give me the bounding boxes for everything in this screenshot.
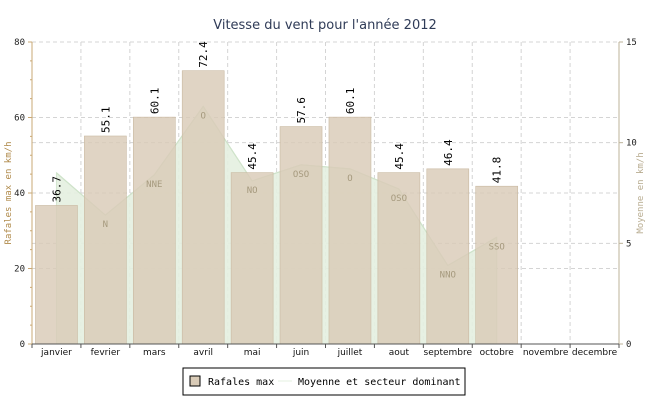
direction-label: NNE	[146, 180, 162, 190]
bars	[35, 70, 519, 345]
bar-octobre	[475, 185, 519, 345]
bar-value-label: 72.4	[197, 41, 210, 68]
data-labels: 36.7 55.1 60.1 72.4 45.4 57.6 60.1 45.4 46.4 41.8…	[50, 41, 504, 281]
y-left-tick-label: 60	[14, 114, 25, 124]
legend-swatch-gusts	[189, 375, 201, 387]
bar-juin	[279, 126, 323, 345]
x-tick-label: aout	[389, 348, 410, 358]
bar-value-label: 41.8	[491, 157, 504, 184]
y-right-tick-label: 5	[626, 239, 631, 249]
x-tick-label: mai	[244, 348, 261, 358]
direction-label: N	[103, 220, 108, 230]
bar-janvier	[35, 205, 78, 345]
bar-value-label: 55.1	[99, 106, 112, 133]
bar-avril	[181, 70, 225, 345]
direction-label: O	[347, 174, 352, 184]
bar-value-label: 36.7	[50, 176, 63, 203]
x-tick-label: avril	[193, 348, 213, 358]
y-left-tick-label: 20	[14, 265, 25, 275]
x-tick-label: janvier	[40, 348, 72, 358]
legend-label-gusts: Rafales max	[208, 377, 274, 388]
y-right-tick-label: 15	[626, 38, 637, 48]
bar-value-label: 46.4	[442, 139, 455, 166]
bar-fevrier	[84, 135, 127, 345]
direction-label: NNO	[440, 270, 456, 280]
direction-label: NO	[247, 186, 258, 196]
y-axis-left-label: Rafales max en km/h	[4, 142, 14, 245]
y-right-tick-label: 0	[626, 340, 631, 350]
axes: 0 20 40 60 80 0 5 10 15 janvier fevrier mars avril ma…	[14, 38, 637, 358]
bar-value-label: 60.1	[148, 88, 161, 115]
x-tick-label: juin	[292, 348, 309, 358]
direction-label: OSO	[293, 170, 309, 180]
x-tick-label: octobre	[480, 348, 515, 358]
direction-label: O	[200, 111, 205, 121]
y-right-tick-label: 10	[626, 139, 637, 149]
y-left-tick-label: 0	[20, 340, 25, 350]
direction-label: SSO	[489, 242, 505, 252]
bar-mai	[230, 172, 274, 345]
y-axis-right-label: Moyenne en km/h	[636, 152, 646, 233]
x-tick-label: fevrier	[91, 348, 121, 358]
y-left-tick-label: 80	[14, 38, 25, 48]
x-tick-label: juillet	[337, 348, 363, 358]
y-left-tick-label: 40	[14, 189, 25, 199]
x-tick-label: novembre	[523, 348, 569, 358]
x-tick-label: mars	[143, 348, 166, 358]
x-tick-label: septembre	[424, 348, 473, 358]
legend-box	[182, 367, 466, 396]
bar-mars	[132, 116, 176, 345]
bar-value-label: 45.4	[246, 143, 259, 170]
bar-value-label: 45.4	[393, 143, 406, 170]
average-line	[56, 105, 498, 267]
direction-label: OSO	[391, 194, 407, 204]
bar-value-label: 57.6	[295, 97, 308, 124]
legend: Rafales max Moyenne et secteur dominant	[182, 367, 466, 396]
chart-title: Vitesse du vent pour l'année 2012	[213, 18, 437, 33]
x-tick-label: decembre	[572, 348, 618, 358]
bar-aout	[377, 172, 421, 345]
bar-septembre	[426, 168, 470, 345]
bar-juillet	[328, 116, 372, 345]
bar-value-label: 60.1	[344, 88, 357, 115]
legend-label-average: Moyenne et secteur dominant	[298, 377, 461, 388]
